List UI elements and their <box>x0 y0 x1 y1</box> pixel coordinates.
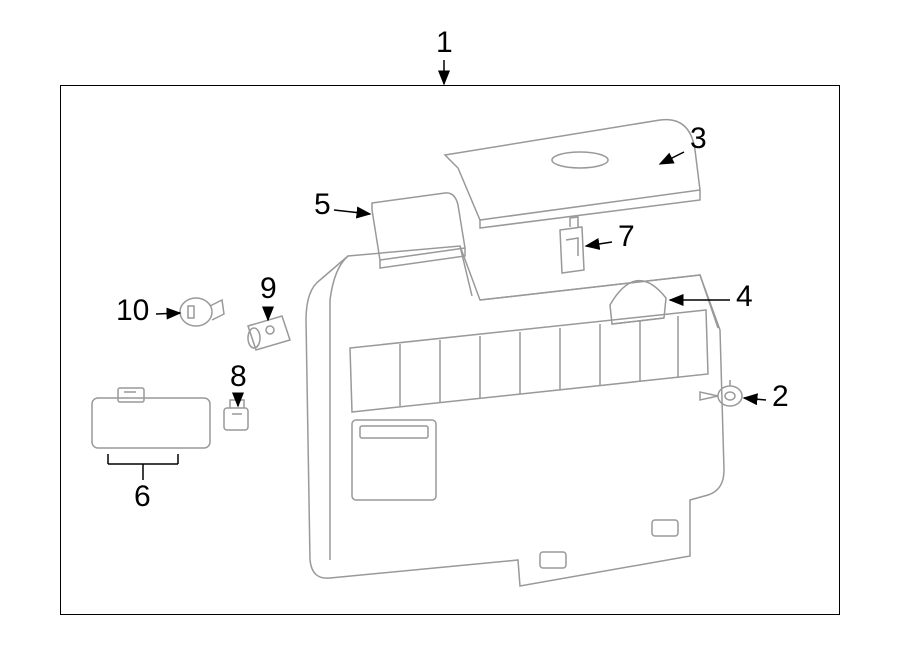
diagram-frame <box>60 85 840 615</box>
diagram-stage: 1 2 3 4 5 6 7 8 9 10 <box>0 0 900 661</box>
callout-10: 10 <box>116 296 149 326</box>
callout-9: 9 <box>260 274 277 304</box>
callout-5: 5 <box>314 190 331 220</box>
callout-7: 7 <box>618 222 635 252</box>
callout-3: 3 <box>690 124 707 154</box>
callout-6: 6 <box>134 482 151 512</box>
callout-4: 4 <box>736 282 753 312</box>
callout-8: 8 <box>230 362 247 392</box>
callout-2: 2 <box>772 382 789 412</box>
callout-1: 1 <box>436 28 453 58</box>
